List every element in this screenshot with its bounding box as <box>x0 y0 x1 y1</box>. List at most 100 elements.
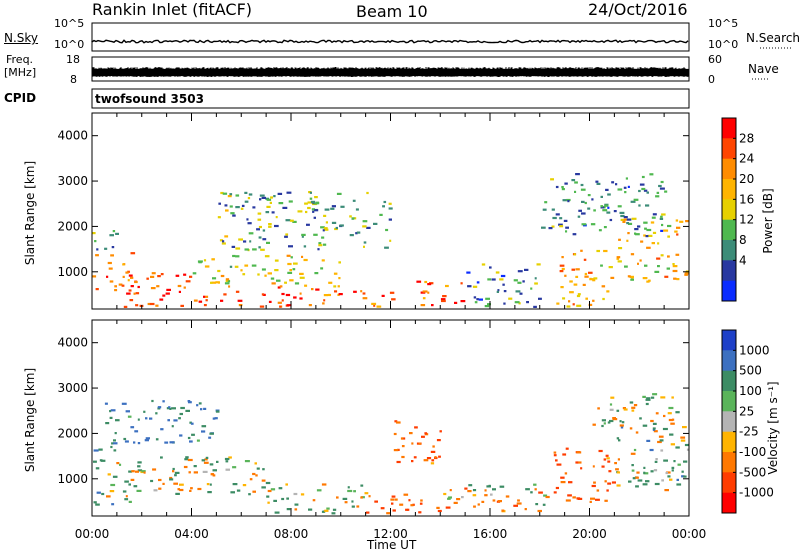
velocity-echo-cell <box>252 490 256 493</box>
power-echo-cell <box>645 204 650 207</box>
velocity-echo-cell <box>652 427 656 430</box>
velocity-echo-cell <box>606 457 610 460</box>
velocity-echo-cell <box>606 489 609 492</box>
velocity-echo-cell <box>617 458 620 461</box>
velocity-echo-cell <box>671 466 675 469</box>
velocity-echo-cell <box>135 470 139 473</box>
power-echo-cell <box>224 282 230 285</box>
power-echo-cell <box>360 290 363 293</box>
velocity-echo-cell <box>430 450 436 453</box>
power-echo-cell <box>651 242 655 245</box>
power-echo-cell <box>592 299 595 302</box>
velocity-echo-cell <box>607 482 612 485</box>
power-echo-cell <box>571 268 575 271</box>
power-echo-cell <box>574 190 577 193</box>
velocity-echo-cell <box>332 508 337 511</box>
velocity-echo-cell <box>145 437 150 440</box>
velocity-echo-cell <box>642 483 648 486</box>
velocity-echo-cell <box>560 476 565 479</box>
velocity-echo-cell <box>128 500 132 503</box>
power-echo-cell <box>642 277 648 280</box>
power-echo-cell <box>243 240 247 243</box>
power-echo-cell <box>95 254 99 257</box>
power-echo-cell <box>225 278 230 281</box>
velocity-echo-cell <box>660 396 666 399</box>
velocity-echo-cell <box>436 439 441 442</box>
velocity-echo-cell <box>635 476 639 479</box>
power-echo-cell <box>388 218 392 221</box>
power-echo-cell <box>514 301 520 304</box>
power-echo-cell <box>650 221 655 224</box>
velocity-echo-cell <box>609 403 613 406</box>
velocity-echo-cell <box>204 458 208 461</box>
velocity-echo-cell <box>619 424 624 427</box>
velocity-echo-cell <box>179 483 184 486</box>
velocity-echo-cell <box>670 443 675 446</box>
power-echo-cell <box>222 192 228 195</box>
power-echo-cell <box>198 300 203 303</box>
velocity-echo-cell <box>643 471 646 474</box>
velocity-echo-cell <box>621 421 625 424</box>
velocity-echo-cell <box>133 441 136 444</box>
power-echo-cell <box>644 264 648 267</box>
power-echo-cell <box>333 272 338 275</box>
x-tick-label: 04:00 <box>174 527 209 541</box>
velocity-echo-cell <box>481 500 485 503</box>
power-echo-cell <box>564 274 567 277</box>
velocity-echo-cell <box>616 471 620 474</box>
velocity-echo-cell <box>399 503 404 506</box>
cpid-strip <box>91 88 690 109</box>
velocity-echo-cell <box>130 426 135 429</box>
power-echo-cell <box>221 242 226 245</box>
velocity-echo-cell <box>424 432 428 435</box>
power-echo-cell <box>382 205 385 208</box>
colorbar-tick-label: 25 <box>739 404 754 418</box>
velocity-echo-cell <box>492 499 496 502</box>
velocity-echo-cell <box>110 409 116 412</box>
velocity-echo-cell <box>629 401 634 404</box>
velocity-echo-cell <box>168 406 171 409</box>
power-echo-cell <box>647 234 653 237</box>
velocity-echo-cell <box>645 402 649 406</box>
power-echo-cell <box>220 274 225 278</box>
power-echo-cell <box>198 261 202 264</box>
velocity-echo-cell <box>411 442 414 445</box>
velocity-echo-cell <box>390 498 395 501</box>
velocity-echo-cell <box>620 426 624 429</box>
power-echo-cell <box>220 191 224 195</box>
power-echo-cell <box>676 278 680 281</box>
power-echo-cell <box>135 292 140 295</box>
power-echo-cell <box>165 292 170 295</box>
velocity-echo-cell <box>401 455 405 459</box>
x-tick-label: 12:00 <box>373 527 408 541</box>
power-echo-cell <box>658 184 662 188</box>
velocity-echo-cell <box>665 471 668 475</box>
x-tick-label: 00:00 <box>75 527 110 541</box>
velocity-echo-cell <box>242 484 247 487</box>
velocity-echo-cell <box>175 492 180 495</box>
power-echo-cell <box>224 204 228 207</box>
power-echo-cell <box>130 252 136 255</box>
velocity-echo-cell <box>400 437 404 440</box>
power-echo-cell <box>578 209 582 212</box>
y-tick-label: 3000 <box>57 381 88 395</box>
velocity-echo-cell <box>267 501 270 504</box>
colorbar-swatch <box>722 138 736 160</box>
power-echo-cell <box>674 230 678 233</box>
velocity-echo-cell <box>408 499 411 502</box>
power-echo-cell <box>576 304 582 307</box>
power-echo-cell <box>616 257 620 260</box>
power-echo-cell <box>353 217 357 220</box>
power-echo-cell <box>630 253 635 256</box>
power-echo-cell <box>212 277 217 280</box>
power-echo-cell <box>609 218 613 222</box>
velocity-echo-cell <box>134 430 139 433</box>
velocity-echo-cell <box>364 492 369 495</box>
power-echo-cell <box>607 193 611 196</box>
y-tick-label: 2000 <box>57 219 88 233</box>
velocity-echo-cell <box>254 462 257 465</box>
power-echo-cell <box>297 210 303 213</box>
power-echo-cell <box>641 187 646 191</box>
velocity-echo-cell <box>203 407 207 410</box>
nsearch-tick-top: 10^5 <box>708 17 739 30</box>
